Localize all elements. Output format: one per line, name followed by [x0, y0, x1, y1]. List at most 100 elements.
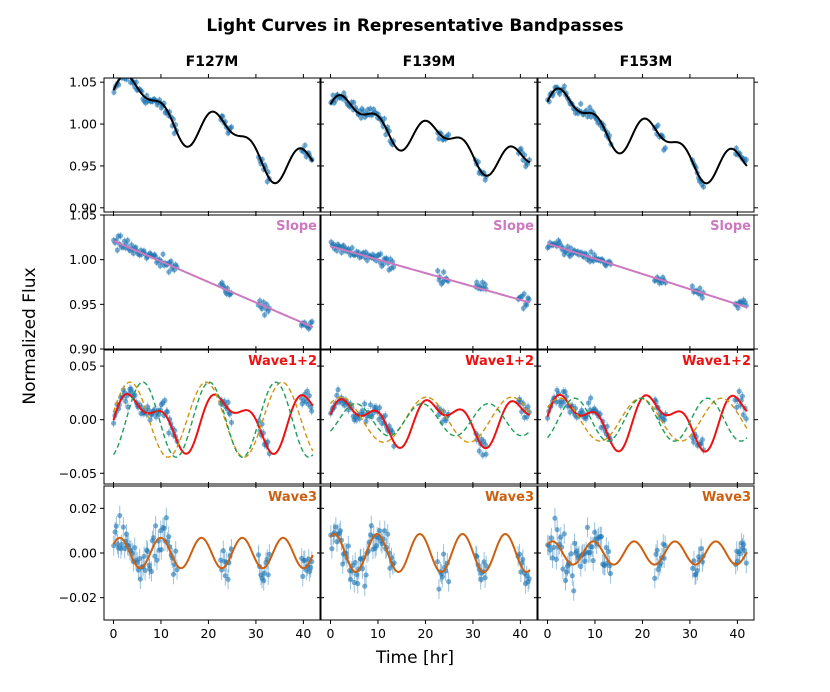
- data-point: [162, 397, 168, 404]
- x-tick-label: 10: [153, 626, 169, 641]
- data-point: [222, 573, 228, 579]
- data-point: [333, 524, 339, 530]
- data-point: [266, 551, 272, 557]
- data-point: [123, 531, 130, 537]
- data-point: [367, 402, 374, 408]
- data-point: [118, 546, 124, 552]
- data-point: [561, 83, 567, 89]
- data-point: [482, 442, 489, 448]
- series-wave1+2-line: [329, 398, 531, 450]
- data-point: [164, 409, 170, 415]
- data-point: [335, 387, 341, 393]
- data-point: [584, 524, 591, 530]
- data-point: [122, 398, 129, 404]
- y-tick-label: 1.05: [69, 208, 97, 223]
- data-point: [603, 544, 609, 551]
- data-point: [446, 579, 452, 585]
- data-point: [735, 305, 741, 311]
- data-point: [653, 551, 659, 557]
- data-point: [166, 269, 172, 275]
- data-point: [383, 131, 389, 138]
- data-point: [261, 578, 267, 584]
- panel-plot-area: [545, 237, 749, 312]
- panel-frame: [320, 77, 538, 213]
- column-title-3: F153M: [619, 54, 673, 70]
- panel-plot-area: [328, 238, 532, 312]
- data-point: [743, 560, 749, 566]
- data-point: [354, 572, 360, 578]
- panel-r1-c3: [534, 74, 758, 216]
- data-point: [337, 528, 344, 534]
- panel-plot-area: [111, 232, 315, 333]
- data-point: [740, 412, 746, 418]
- data-point: [558, 403, 564, 409]
- data-point: [220, 548, 226, 554]
- series-wave1-line: [546, 397, 748, 442]
- y-tick-label: 0.02: [69, 501, 97, 516]
- y-tick-label: 0.90: [69, 342, 97, 357]
- panel-plot-area: [545, 82, 749, 191]
- data-point: [120, 524, 126, 530]
- data-point: [137, 555, 143, 562]
- data-point: [655, 122, 661, 128]
- data-point: [368, 523, 374, 529]
- data-point: [170, 571, 177, 577]
- data-point: [474, 279, 480, 285]
- y-tick-label: 0.00: [69, 546, 97, 561]
- series-wave3-line: [112, 536, 314, 570]
- series-slope-line: [330, 245, 531, 304]
- panel-label: Wave1+2: [682, 354, 751, 369]
- data-point: [381, 116, 387, 122]
- data-point: [655, 566, 661, 572]
- data-point: [228, 124, 235, 130]
- panel-plot-area: [328, 385, 532, 460]
- data-point: [300, 573, 306, 579]
- data-point: [743, 156, 749, 163]
- data-point: [526, 576, 532, 582]
- series-model-line: [546, 87, 748, 185]
- data-point: [553, 556, 559, 562]
- data-point: [153, 523, 159, 529]
- data-point: [482, 281, 488, 288]
- panel-frame: [537, 349, 755, 485]
- data-point: [132, 545, 138, 551]
- panel-r1-c1: 0.90 0.95 1.00 1.05: [69, 74, 324, 216]
- data-point: [262, 312, 268, 318]
- data-point: [158, 547, 164, 553]
- data-point: [137, 576, 143, 582]
- y-tick-label: 0.00: [69, 412, 97, 427]
- panel-label: Wave3: [268, 490, 317, 505]
- data-point: [694, 567, 701, 574]
- data-point: [476, 448, 482, 454]
- data-point: [160, 251, 166, 257]
- data-point: [142, 567, 148, 574]
- data-point: [340, 561, 346, 567]
- data-point: [739, 393, 745, 399]
- x-tick-label: 0: [327, 626, 335, 641]
- data-point: [349, 245, 355, 251]
- x-tick-label: 40: [512, 626, 528, 641]
- data-point: [330, 92, 336, 98]
- x-tick-label: 40: [295, 626, 311, 641]
- data-point: [598, 534, 604, 540]
- data-point: [362, 583, 368, 589]
- series-wave3-line: [546, 540, 748, 566]
- x-tick-label: 30: [682, 626, 698, 641]
- data-point: [516, 551, 523, 557]
- data-point: [380, 261, 387, 267]
- data-point: [306, 569, 313, 575]
- data-point: [157, 263, 163, 269]
- data-point: [521, 291, 527, 297]
- data-point: [111, 89, 117, 95]
- panel-label: Slope: [276, 219, 317, 234]
- data-point: [173, 548, 179, 554]
- y-tick-label: 1.00: [69, 117, 97, 132]
- x-tick-label: 20: [634, 626, 650, 641]
- x-tick-label: 40: [729, 626, 745, 641]
- y-tick-label: 1.05: [69, 75, 97, 90]
- series-wave2-line: [546, 397, 748, 442]
- data-point: [309, 319, 315, 325]
- data-point: [117, 233, 124, 239]
- data-point: [435, 268, 441, 274]
- data-point: [259, 306, 265, 312]
